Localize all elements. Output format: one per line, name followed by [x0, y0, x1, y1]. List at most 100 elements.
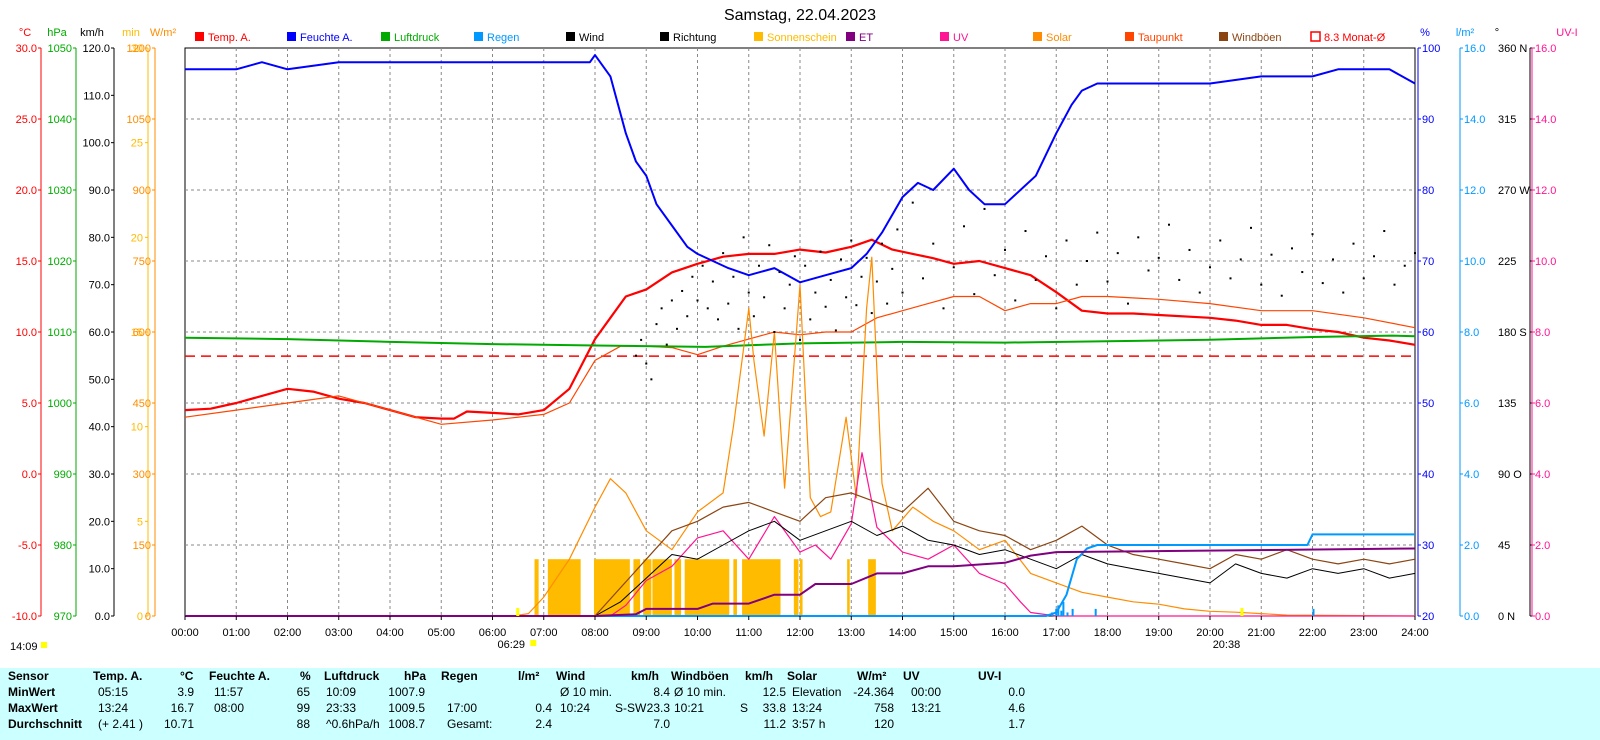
direction-point	[1127, 302, 1129, 305]
axis-label-rain: 4.0	[1464, 469, 1479, 481]
axis-label-pressure: 1050	[48, 43, 72, 55]
axis-headers: °C hPa km/h min W/m²% l/m² ° UV-I	[19, 27, 1578, 39]
table-cell-value: 1007.9	[388, 685, 425, 699]
direction-point	[983, 207, 986, 210]
direction-point	[804, 264, 807, 267]
direction-point	[1250, 226, 1252, 229]
table-cell-time: (+ 2.41 )	[98, 717, 144, 731]
legend-label: Windböen	[1232, 32, 1282, 44]
direction-point	[819, 250, 822, 253]
sunshine-bar	[652, 559, 672, 616]
series-solar	[185, 256, 1416, 617]
axis-label-rain: 6.0	[1464, 398, 1479, 410]
sunrise-label: 06:29	[498, 639, 526, 651]
axis-label-wind: 20.0	[89, 516, 110, 528]
sunshine-bar	[547, 559, 581, 616]
legend-swatch	[754, 32, 763, 41]
direction-point	[758, 264, 760, 267]
legend-label: Richtung	[673, 32, 716, 44]
direction-point	[717, 318, 719, 321]
sunshine-bar	[793, 559, 799, 616]
direction-point	[742, 236, 745, 239]
direction-point	[1219, 239, 1222, 242]
legend-swatch	[566, 32, 575, 41]
direction-point	[640, 338, 643, 341]
direction-point	[670, 299, 673, 302]
legend-swatch	[1219, 32, 1228, 41]
x-tick-label: 00:00	[171, 627, 199, 639]
direction-point	[1229, 277, 1232, 280]
axis-label-direction: 135	[1498, 398, 1516, 410]
sunshine-bar	[733, 559, 737, 616]
series-windb-en	[185, 487, 1416, 617]
axis-unit-header: °	[1495, 27, 1499, 39]
axis-label-pressure: 1000	[48, 398, 72, 410]
direction-point	[824, 305, 827, 308]
table-cell-value: 1009.5	[388, 701, 425, 715]
axis-label-temp: 25.0	[16, 114, 37, 126]
table-cell-time: 13:21	[911, 701, 942, 715]
table-cell-time: 00:00	[911, 685, 942, 699]
direction-point	[732, 275, 735, 278]
table-cell-value: 0.4	[535, 701, 552, 715]
axis-unit-header: km/h	[80, 27, 104, 39]
direction-point	[747, 291, 750, 294]
table-cell-time: 10:24	[560, 701, 591, 715]
axis-label-wind: 100.0	[82, 138, 110, 150]
x-tick-label: 11:00	[735, 627, 762, 639]
table-cell-value: 0.0	[1008, 685, 1025, 699]
axis-label-temp: -10.0	[12, 611, 37, 623]
x-tick-label: 05:00	[427, 627, 455, 639]
x-tick-label: 08:00	[581, 627, 609, 639]
direction-point	[1096, 231, 1099, 234]
series-wind	[185, 520, 1416, 617]
direction-point	[870, 312, 873, 315]
direction-point	[891, 267, 894, 270]
direction-point	[896, 228, 899, 231]
direction-point	[1393, 283, 1396, 286]
x-tick-label: 17:00	[1042, 627, 1070, 639]
table-cell-time: 17:00	[447, 701, 478, 715]
x-tick-label: 09:00	[632, 627, 660, 639]
direction-point	[840, 258, 842, 261]
direction-point	[752, 315, 755, 318]
x-tick-label: 04:00	[376, 627, 404, 639]
direction-point	[1291, 247, 1293, 250]
table-cell-time: 3:57 h	[792, 717, 826, 731]
axis-label-direction: 0 N	[1498, 611, 1515, 623]
table-cell-time: 11:57	[214, 685, 244, 699]
axis-label-humidity: 70	[1422, 256, 1434, 268]
axis-label-sun_min: 5	[137, 516, 143, 528]
axis-label-uv: 10.0	[1535, 256, 1556, 268]
axis-label-solar: 300	[133, 469, 151, 481]
x-tick-label: 22:00	[1299, 627, 1327, 639]
direction-point	[1004, 248, 1006, 251]
direction-point	[1075, 283, 1078, 286]
direction-point	[1168, 223, 1170, 226]
table-cell-value: 8.4	[653, 685, 670, 699]
table-cell-value: 3.9	[177, 685, 194, 699]
direction-point	[1065, 239, 1068, 242]
legend-swatch	[381, 32, 390, 41]
sunset-axis-mark	[1240, 608, 1244, 616]
table-header-unit: hPa	[404, 669, 427, 683]
legend-swatch	[1125, 32, 1134, 41]
direction-point	[1260, 283, 1263, 286]
rain-bar	[1055, 608, 1058, 616]
axis-label-pressure: 1040	[48, 114, 72, 126]
sunshine-bar	[534, 559, 539, 616]
table-header-sensor: Sensor	[8, 669, 49, 683]
table-header-rain: Regen	[441, 669, 478, 683]
direction-point	[845, 296, 848, 299]
direction-point	[1362, 277, 1365, 280]
legend-label: Luftdruck	[394, 32, 440, 44]
table-cell-value: 99	[296, 701, 310, 715]
direction-point	[768, 244, 771, 247]
direction-point	[737, 327, 740, 330]
sunshine-bar	[643, 559, 652, 616]
direction-point	[973, 293, 976, 296]
legend-label: Temp. A.	[208, 32, 251, 44]
legend-label: Sonnenschein	[767, 32, 837, 44]
direction-point	[952, 266, 955, 269]
axis-label-pressure: 1010	[48, 327, 72, 339]
